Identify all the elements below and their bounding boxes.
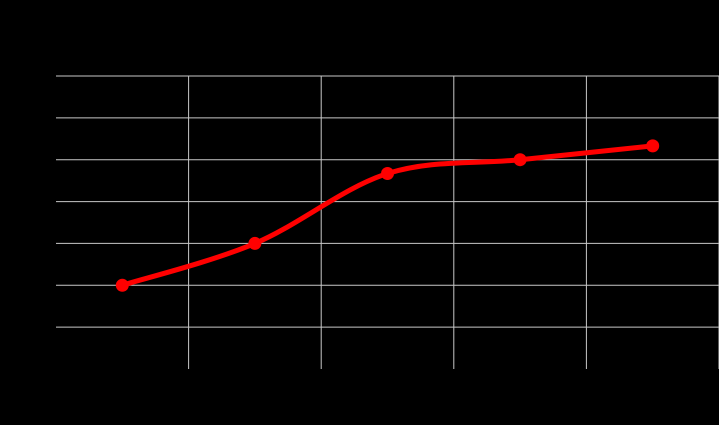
marker-layer — [115, 139, 660, 292]
data-point-marker — [381, 167, 394, 181]
data-point-marker — [115, 278, 129, 292]
data-point-marker — [248, 236, 262, 250]
data-point-marker — [646, 139, 660, 153]
grid — [56, 75, 719, 369]
data-point-marker — [513, 153, 527, 167]
